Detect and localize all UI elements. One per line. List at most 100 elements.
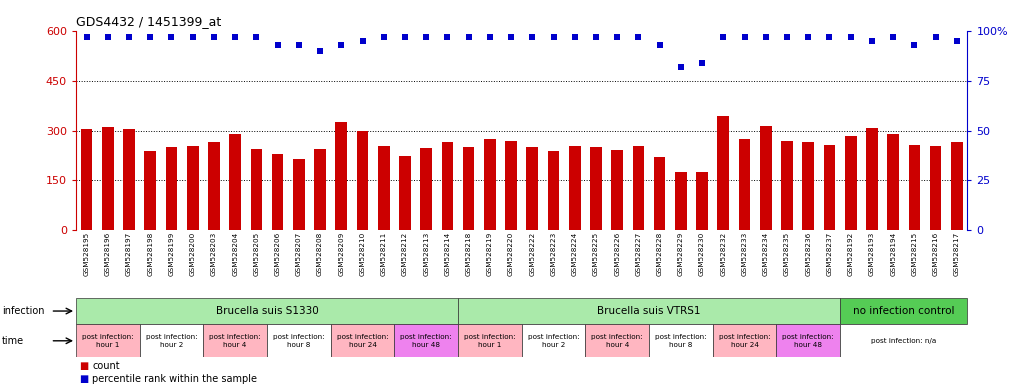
Point xyxy=(269,41,286,48)
Point xyxy=(928,34,944,40)
Bar xyxy=(378,146,390,230)
Point xyxy=(822,34,838,40)
Point xyxy=(651,41,668,48)
Point xyxy=(142,34,158,40)
Bar xyxy=(458,324,522,357)
Bar xyxy=(250,149,262,230)
Bar xyxy=(802,142,814,230)
Bar xyxy=(840,298,967,324)
Text: count: count xyxy=(92,361,120,371)
Bar xyxy=(229,134,241,230)
Bar xyxy=(887,134,899,230)
Bar xyxy=(463,147,474,230)
Bar xyxy=(675,172,687,230)
Point xyxy=(291,41,307,48)
Point xyxy=(715,34,731,40)
Point xyxy=(461,34,477,40)
Bar xyxy=(781,141,793,230)
Point xyxy=(694,60,710,66)
Text: post infection:
hour 24: post infection: hour 24 xyxy=(719,334,770,348)
Bar xyxy=(76,298,458,324)
Bar xyxy=(458,298,840,324)
Text: post infection:
hour 2: post infection: hour 2 xyxy=(528,334,579,348)
Point xyxy=(949,38,965,44)
Bar xyxy=(335,122,347,230)
Bar xyxy=(267,324,330,357)
Bar xyxy=(738,139,751,230)
Text: post infection:
hour 48: post infection: hour 48 xyxy=(400,334,452,348)
Point xyxy=(206,34,222,40)
Bar xyxy=(208,142,220,230)
Bar xyxy=(717,116,729,230)
Bar xyxy=(930,146,941,230)
Point xyxy=(355,38,371,44)
Bar xyxy=(399,156,411,230)
Point xyxy=(440,34,456,40)
Bar xyxy=(713,324,776,357)
Point xyxy=(503,34,520,40)
Point xyxy=(376,34,392,40)
Point xyxy=(588,34,604,40)
Text: post infection:
hour 8: post infection: hour 8 xyxy=(655,334,707,348)
Point xyxy=(397,34,413,40)
Text: no infection control: no infection control xyxy=(853,306,954,316)
Point xyxy=(758,34,774,40)
Point xyxy=(418,34,435,40)
Point xyxy=(99,34,115,40)
Point xyxy=(907,41,923,48)
Point xyxy=(864,38,880,44)
Text: Brucella suis VTRS1: Brucella suis VTRS1 xyxy=(598,306,701,316)
Point xyxy=(843,34,859,40)
Bar xyxy=(140,324,204,357)
Text: ■: ■ xyxy=(79,374,88,384)
Bar xyxy=(824,144,836,230)
Bar xyxy=(186,146,199,230)
Bar xyxy=(330,324,394,357)
Text: post infection:
hour 48: post infection: hour 48 xyxy=(782,334,834,348)
Point xyxy=(227,34,243,40)
Point xyxy=(248,34,264,40)
Text: post infection:
hour 4: post infection: hour 4 xyxy=(592,334,643,348)
Text: post infection:
hour 2: post infection: hour 2 xyxy=(146,334,198,348)
Bar xyxy=(394,324,458,357)
Bar xyxy=(102,127,113,230)
Bar xyxy=(591,147,602,230)
Bar xyxy=(653,157,666,230)
Bar xyxy=(522,324,586,357)
Point xyxy=(779,34,795,40)
Text: infection: infection xyxy=(2,306,45,316)
Text: post infection:
hour 24: post infection: hour 24 xyxy=(336,334,388,348)
Bar xyxy=(293,159,305,230)
Bar xyxy=(314,149,326,230)
Text: GDS4432 / 1451399_at: GDS4432 / 1451399_at xyxy=(76,15,221,28)
Point xyxy=(333,41,349,48)
Bar xyxy=(484,139,495,230)
Point xyxy=(312,48,328,54)
Bar xyxy=(632,146,644,230)
Bar xyxy=(696,172,708,230)
Bar xyxy=(357,131,369,230)
Point xyxy=(885,34,902,40)
Point xyxy=(673,64,689,70)
Point xyxy=(630,34,646,40)
Bar xyxy=(569,146,580,230)
Bar xyxy=(527,147,538,230)
Bar xyxy=(845,136,857,230)
Bar xyxy=(124,129,135,230)
Point xyxy=(78,34,94,40)
Bar xyxy=(81,129,92,230)
Bar xyxy=(612,149,623,230)
Text: percentile rank within the sample: percentile rank within the sample xyxy=(92,374,257,384)
Point xyxy=(800,34,816,40)
Point xyxy=(545,34,561,40)
Text: post infection:
hour 8: post infection: hour 8 xyxy=(274,334,324,348)
Bar xyxy=(586,324,649,357)
Point xyxy=(482,34,498,40)
Bar xyxy=(840,324,967,357)
Text: post infection:
hour 1: post infection: hour 1 xyxy=(82,334,134,348)
Bar xyxy=(76,324,140,357)
Point xyxy=(184,34,201,40)
Text: Brucella suis S1330: Brucella suis S1330 xyxy=(216,306,318,316)
Text: time: time xyxy=(2,336,24,346)
Point xyxy=(736,34,753,40)
